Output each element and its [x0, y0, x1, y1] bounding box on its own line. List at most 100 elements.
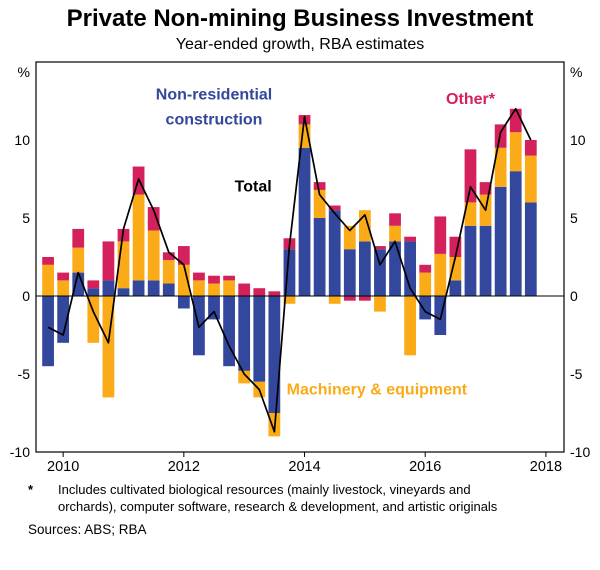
bar-segment: [434, 216, 447, 254]
bar-segment: [313, 189, 326, 218]
y-axis-label-right: -10: [570, 444, 590, 460]
bar-segment: [177, 264, 190, 296]
y-axis-label-left: -10: [10, 444, 30, 460]
bar-segment: [238, 370, 251, 384]
bar-segment: [208, 283, 220, 296]
bar-segment: [72, 247, 85, 273]
bar-segment: [374, 246, 386, 250]
bar-segment: [494, 186, 507, 296]
bar-segment: [132, 280, 145, 296]
bar-segment: [449, 236, 462, 257]
bar-segment: [524, 140, 537, 156]
series-label: Non-residential: [156, 86, 272, 103]
bar-segment: [509, 108, 522, 133]
bar-segment: [358, 241, 371, 296]
bar-segment: [434, 253, 447, 296]
bar-segment: [404, 296, 417, 356]
bar-segment: [132, 194, 145, 281]
y-axis-label-right: 0: [570, 288, 578, 304]
y-axis-label-right: -5: [570, 366, 583, 382]
bar-segment: [404, 241, 417, 296]
bar-segment: [57, 280, 70, 296]
bar-segment: [343, 296, 356, 301]
bar-segment: [449, 257, 462, 281]
bar-segment: [57, 296, 70, 343]
y-axis-unit-left: %: [18, 64, 30, 80]
bar-segment: [208, 275, 220, 284]
bar-segment: [389, 225, 401, 242]
bar-segment: [268, 291, 281, 296]
bar-segment: [313, 218, 326, 296]
bar-segment: [147, 230, 160, 281]
bar-segment: [464, 225, 477, 296]
bar-segment: [193, 280, 205, 296]
bar-segment: [328, 205, 341, 211]
bar-segment: [494, 147, 507, 187]
bar-segment: [177, 296, 190, 309]
x-axis-label: 2016: [409, 459, 441, 475]
bar-segment: [343, 249, 356, 296]
bar-segment: [102, 296, 115, 398]
bar-segment: [117, 241, 130, 289]
bar-segment: [162, 283, 175, 296]
bar-segment: [72, 228, 85, 248]
bar-segment: [42, 257, 54, 265]
y-axis-unit-right: %: [570, 64, 582, 80]
bar-segment: [509, 171, 522, 296]
bar-segment: [389, 213, 401, 226]
bar-segment: [57, 272, 70, 281]
bar-segment: [358, 296, 371, 301]
chart-title: Private Non-mining Business Investment: [66, 5, 534, 32]
bar-segment: [328, 296, 341, 304]
bar-segment: [479, 225, 492, 296]
bar-segment: [419, 296, 432, 320]
series-label: construction: [166, 111, 263, 128]
bar-segment: [193, 272, 205, 281]
chart-area: -10 -10 -5 -5 0 0 5 5 10 10%% 2010 2012 2014 2016 2018…: [0, 54, 600, 478]
bar-segment: [479, 182, 492, 195]
bar-segment: [449, 280, 462, 296]
bar-segment: [147, 280, 160, 296]
y-axis-label-left: 0: [22, 288, 30, 304]
y-axis-label-left: -5: [18, 366, 31, 382]
footnote-text: Includes cultivated biological resources…: [58, 482, 498, 514]
bar-segment: [464, 202, 477, 226]
bar-segment: [404, 236, 417, 242]
bar-segment: [389, 241, 401, 296]
stacked-bar-chart: -10 -10 -5 -5 0 0 5 5 10 10% % 2010 2012 2014 2016 2018…: [10, 61, 590, 475]
bar-segment: [374, 296, 386, 312]
bar-segment: [524, 155, 537, 203]
series-label: Other*: [446, 91, 496, 108]
bar-segment: [509, 132, 522, 172]
bar-segment: [419, 272, 432, 296]
bar-segment: [117, 288, 130, 296]
bar-segment: [464, 149, 477, 203]
bar-segment: [87, 288, 100, 296]
bar-segment: [253, 296, 266, 382]
bar-segment: [358, 210, 371, 242]
y-axis-label-left: 10: [14, 132, 30, 148]
bar-segment: [298, 124, 311, 148]
bar-segment: [419, 264, 432, 273]
bar-segment: [162, 260, 175, 284]
bar-segment: [524, 202, 537, 296]
bar-segment: [238, 283, 251, 296]
bar-segment: [42, 264, 54, 296]
bar-segment: [298, 147, 311, 296]
bar-segment: [102, 241, 115, 281]
bar-segment: [72, 272, 85, 296]
bar-segment: [268, 296, 281, 413]
x-axis-label: 2012: [168, 459, 200, 475]
bar-segment: [42, 296, 54, 367]
bar-segment: [343, 225, 356, 250]
bar-segment: [434, 296, 447, 335]
bar-segment: [147, 207, 160, 231]
y-axis-label-left: 5: [22, 210, 30, 226]
bar-segment: [87, 296, 100, 343]
bar-segment: [313, 182, 326, 190]
bar-segment: [162, 252, 175, 261]
bar-segment: [208, 296, 220, 320]
bar-segment: [223, 280, 235, 296]
series-label: Total: [235, 179, 272, 196]
